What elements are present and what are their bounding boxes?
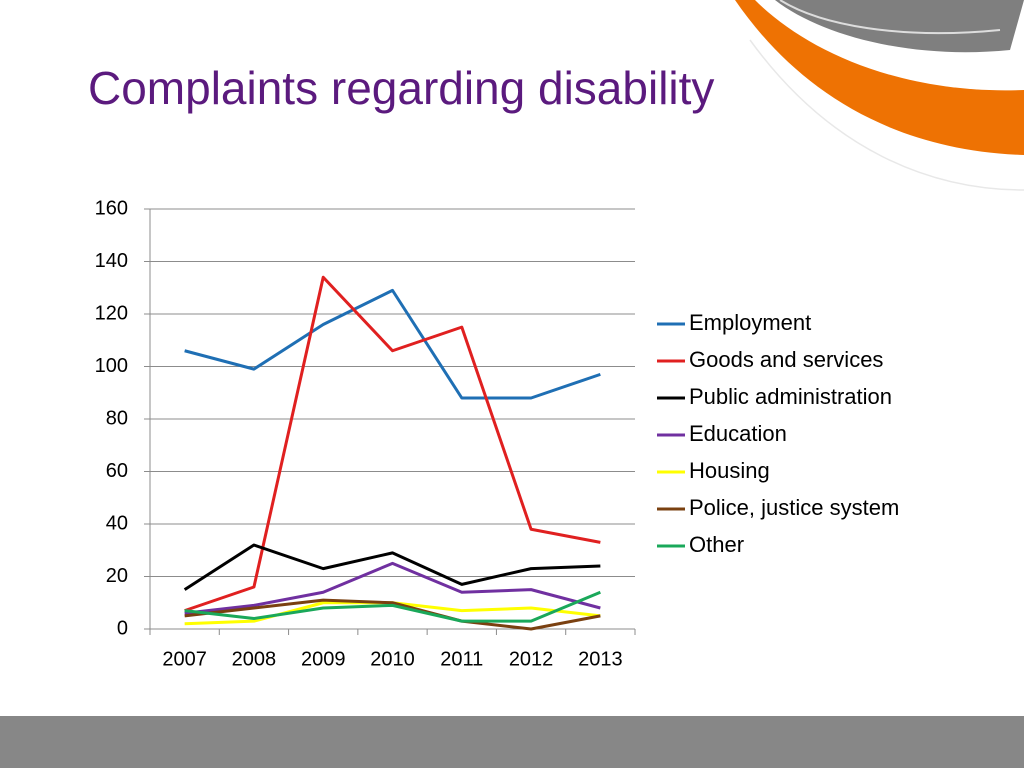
x-tick-label: 2008 bbox=[232, 648, 277, 670]
x-tick-label: 2009 bbox=[301, 648, 346, 670]
x-tick-label: 2012 bbox=[509, 648, 554, 670]
y-tick-label: 20 bbox=[106, 565, 128, 587]
x-tick-label: 2013 bbox=[578, 648, 623, 670]
series-line bbox=[184, 590, 601, 623]
y-tick-label: 140 bbox=[95, 250, 128, 272]
x-tick-label: 2011 bbox=[440, 648, 483, 670]
legend-label: Public administration bbox=[689, 384, 892, 409]
y-tick-label: 100 bbox=[95, 355, 128, 377]
series-line bbox=[183, 543, 601, 591]
y-tick-label: 60 bbox=[106, 460, 128, 482]
x-tick-label: 2010 bbox=[370, 648, 415, 670]
y-tick-label: 0 bbox=[117, 617, 128, 639]
series-line bbox=[184, 275, 601, 613]
y-tick-label: 40 bbox=[106, 512, 128, 534]
legend-label: Housing bbox=[689, 458, 770, 483]
y-tick-label: 120 bbox=[95, 302, 128, 324]
legend-label: Goods and services bbox=[689, 347, 883, 372]
series-line bbox=[184, 288, 601, 400]
legend-label: Employment bbox=[689, 310, 811, 335]
series-line bbox=[184, 561, 601, 615]
chart-title: Complaints regarding disability bbox=[88, 62, 714, 114]
y-tick-label: 80 bbox=[106, 407, 128, 429]
legend-label: Police, justice system bbox=[689, 495, 899, 520]
y-tick-label: 160 bbox=[95, 197, 128, 219]
series-line bbox=[184, 598, 601, 631]
legend-label: Education bbox=[689, 421, 787, 446]
legend-label: Other bbox=[689, 532, 744, 557]
x-tick-label: 2007 bbox=[162, 648, 207, 670]
